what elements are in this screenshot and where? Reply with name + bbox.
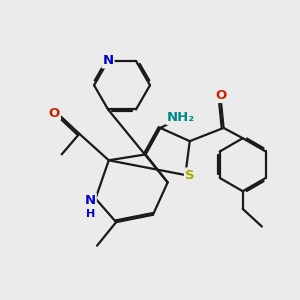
Text: O: O [49, 107, 60, 120]
Text: S: S [185, 169, 195, 182]
Text: O: O [215, 89, 226, 102]
Text: NH₂: NH₂ [167, 111, 195, 124]
Text: N: N [103, 55, 114, 68]
Text: H: H [85, 209, 95, 219]
Text: N: N [85, 194, 96, 207]
